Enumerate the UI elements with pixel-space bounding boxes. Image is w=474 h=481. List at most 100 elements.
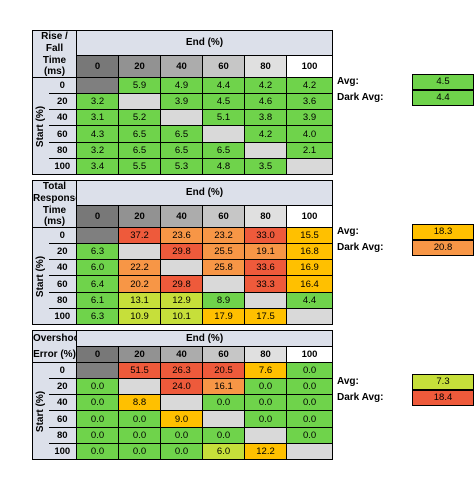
row-header: 0 — [48, 226, 77, 245]
data-cell: 0.0 — [244, 410, 288, 428]
data-cell: 10.9 — [118, 307, 161, 326]
data-cell: 3.2 — [76, 93, 119, 111]
data-cell: 0.0 — [76, 426, 120, 444]
table-row: 60 0.0 0.0 9.0 0.0 0.0 — [33, 410, 334, 428]
data-cell: 4.4 — [202, 76, 245, 95]
dark-average-label: Dark Avg: — [337, 392, 384, 403]
data-cell: 6.0 — [202, 442, 246, 461]
diagonal-cell — [118, 378, 162, 396]
data-cell: 19.1 — [244, 243, 287, 261]
table-row: 60 6.4 20.2 29.8 33.3 16.4 — [33, 275, 334, 293]
table-row: Start (%) 0 5.9 4.9 4.4 4.2 4.2 — [32, 76, 334, 175]
diagonal-cell — [202, 410, 246, 428]
data-cell: 25.5 — [202, 243, 245, 261]
column-header: 100 — [285, 204, 334, 228]
column-header: 20 — [118, 346, 162, 363]
data-cell: 8.8 — [118, 394, 162, 412]
data-cell: 26.3 — [160, 361, 204, 380]
diagonal-cell — [244, 141, 287, 159]
dark-average-row: Dark Avg: 4.4 — [337, 90, 474, 106]
table-row: 80 3.2 6.5 6.5 6.5 2.1 — [33, 141, 334, 159]
data-cell: 12.2 — [244, 442, 288, 461]
row-header: 40 — [48, 259, 77, 277]
data-cell: 5.5 — [118, 157, 161, 176]
row-header: 0 — [48, 361, 78, 380]
column-header: 40 — [160, 204, 203, 228]
data-cell: 3.6 — [285, 93, 334, 111]
data-cell: 0.0 — [286, 378, 334, 396]
data-cell: 0.0 — [160, 426, 204, 444]
data-cell: 24.0 — [160, 378, 204, 396]
data-cell: 6.5 — [118, 125, 161, 143]
table-row: 100 3.4 5.5 5.3 4.8 3.5 — [33, 157, 334, 176]
table-row: 20 6.3 29.8 25.5 19.1 16.8 — [33, 243, 334, 261]
table-title-line2: Time (ms) — [32, 205, 77, 228]
data-cell: 0.0 — [286, 426, 334, 444]
data-cell: 13.1 — [118, 291, 161, 309]
diagonal-cell — [76, 361, 120, 380]
average-value: 18.3 — [412, 224, 474, 240]
table-row: 80 6.1 13.1 12.9 8.9 4.4 — [33, 291, 334, 309]
data-cell: 3.4 — [76, 157, 119, 176]
dark-average-row: Dark Avg: 20.8 — [337, 240, 474, 256]
table-row: Start (%) 0 37.2 23.6 23.2 33.0 15.5 — [32, 226, 334, 325]
dark-average-value: 4.4 — [412, 90, 474, 106]
diagonal-cell — [76, 226, 119, 245]
table-row: 60 4.3 6.5 6.5 4.2 4.0 — [33, 125, 334, 143]
data-cell: 0.0 — [160, 442, 204, 461]
table-row: 100 0.0 0.0 0.0 6.0 12.2 — [33, 442, 334, 461]
row-header: 0 — [48, 76, 77, 95]
column-header: 40 — [160, 54, 203, 78]
column-header: 80 — [244, 54, 287, 78]
data-cell: 0.0 — [118, 442, 162, 461]
column-header: 100 — [285, 54, 334, 78]
table-row: Start (%) 0 51.5 26.3 20.5 7.6 0.0 — [32, 361, 334, 460]
data-cell: 17.9 — [202, 307, 245, 326]
column-header: 60 — [202, 54, 245, 78]
row-header: 80 — [48, 291, 77, 309]
row-header: 100 — [48, 307, 77, 326]
diagonal-cell — [244, 291, 287, 309]
column-header: 60 — [202, 346, 246, 363]
average-value: 4.5 — [412, 74, 474, 90]
table-title-line1: Total Response — [32, 180, 77, 205]
row-header: 100 — [48, 157, 77, 176]
data-cell: 33.0 — [244, 226, 287, 245]
data-cell: 6.5 — [202, 141, 245, 159]
diagonal-cell — [160, 394, 204, 412]
row-header: 40 — [48, 109, 77, 127]
dark-average-row: Dark Avg: 18.4 — [337, 390, 474, 406]
data-cell: 5.2 — [118, 109, 161, 127]
data-cell: 4.2 — [244, 125, 287, 143]
data-cell: 37.2 — [118, 226, 161, 245]
data-cell: 3.8 — [244, 109, 287, 127]
data-cell: 16.9 — [285, 259, 334, 277]
data-cell: 22.2 — [118, 259, 161, 277]
data-cell: 0.0 — [76, 378, 120, 396]
data-cell: 7.6 — [244, 361, 288, 380]
data-cell: 6.3 — [76, 243, 119, 261]
diagonal-cell — [118, 243, 161, 261]
average-label: Avg: — [337, 376, 359, 387]
data-cell: 33.3 — [244, 275, 287, 293]
average-label: Avg: — [337, 76, 359, 87]
data-cell: 16.1 — [202, 378, 246, 396]
average-row: Avg: 7.3 — [337, 374, 474, 390]
table-title-line1: Overshoot — [31, 330, 78, 347]
data-cell: 10.1 — [160, 307, 203, 326]
table-row: 40 6.0 22.2 25.8 33.6 16.9 — [33, 259, 334, 277]
diagonal-cell — [160, 259, 203, 277]
diagonal-cell — [160, 109, 203, 127]
data-cell: 4.0 — [285, 125, 334, 143]
rise-fall-table: Rise / Fall End (%) Time (ms) 0 20 40 60 80 100 S… — [32, 30, 334, 176]
table-row: 40 3.1 5.2 5.1 3.8 3.9 — [33, 109, 334, 127]
data-cell: 0.0 — [118, 426, 162, 444]
average-label: Avg: — [337, 226, 359, 237]
row-header: 40 — [48, 394, 78, 412]
data-cell: 4.3 — [76, 125, 119, 143]
data-cell: 20.2 — [118, 275, 161, 293]
data-cell: 6.0 — [76, 259, 119, 277]
data-cell: 17.5 — [244, 307, 287, 326]
end-axis-label: End (%) — [75, 30, 334, 56]
row-header: 80 — [48, 141, 77, 159]
